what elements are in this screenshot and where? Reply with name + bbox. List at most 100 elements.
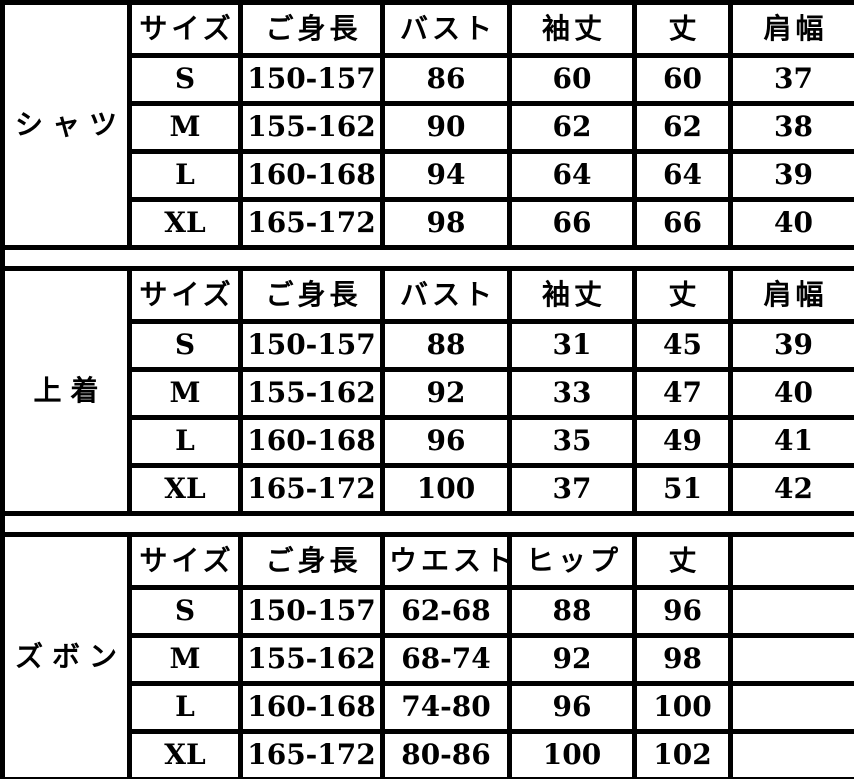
table-cell: 96 [632, 585, 733, 638]
table-cell: 42 [728, 463, 854, 516]
column-header-height: ご身長 [238, 0, 385, 58]
section-divider [0, 516, 854, 532]
table-cell: 92 [507, 633, 637, 686]
table-cell: 60 [507, 53, 637, 106]
table-cell: 40 [728, 197, 854, 250]
table-cell: 80-86 [380, 729, 512, 779]
table-cell: 37 [728, 53, 854, 106]
table-cell: 98 [632, 633, 733, 686]
table-cell: 160-168 [238, 415, 385, 468]
table-row: XL 165-172 98 66 66 40 [3, 197, 854, 250]
column-header-shoulder: 肩幅 [728, 266, 854, 324]
table-cell: 37 [507, 463, 637, 516]
table-cell: 96 [507, 681, 637, 734]
table-cell: 100 [380, 463, 512, 516]
table-cell: 88 [380, 319, 512, 372]
table-cell: 51 [632, 463, 733, 516]
table-cell: L [127, 149, 243, 202]
size-table-pants: ズボン サイズ ご身長 ウエスト ヒップ 丈 S 150-157 62-68 8… [0, 532, 854, 779]
table-cell: 98 [380, 197, 512, 250]
column-header-height: ご身長 [238, 532, 385, 590]
column-header-shoulder: 肩幅 [728, 0, 854, 58]
table-cell: 90 [380, 101, 512, 154]
table-cell: 150-157 [238, 585, 385, 638]
column-header-length: 丈 [632, 266, 733, 324]
size-table-jacket: 上着 サイズ ご身長 バスト 袖丈 丈 肩幅 S 150-157 88 31 4… [0, 266, 854, 516]
table-row: S 150-157 86 60 60 37 [3, 53, 854, 106]
table-cell: 62-68 [380, 585, 512, 638]
table-cell [728, 633, 854, 686]
section-divider [0, 250, 854, 266]
table-cell: 88 [507, 585, 637, 638]
table-cell: XL [127, 197, 243, 250]
table-cell: 64 [507, 149, 637, 202]
table-cell: 31 [507, 319, 637, 372]
table-cell [728, 681, 854, 734]
table-cell: 165-172 [238, 463, 385, 516]
table-cell: 68-74 [380, 633, 512, 686]
table-cell: M [127, 101, 243, 154]
category-label-jacket: 上着 [0, 266, 132, 516]
column-header-length: 丈 [632, 532, 733, 590]
table-row: L 160-168 94 64 64 39 [3, 149, 854, 202]
table-cell: S [127, 53, 243, 106]
table-cell: M [127, 633, 243, 686]
header-row: 上着 サイズ ご身長 バスト 袖丈 丈 肩幅 [0, 266, 854, 516]
table-cell: 100 [632, 681, 733, 734]
table-cell: 94 [380, 149, 512, 202]
column-header-size: サイズ [127, 266, 243, 324]
table-cell: 150-157 [238, 319, 385, 372]
size-table-shirt: シャツ サイズ ご身長 バスト 袖丈 丈 肩幅 S 150-157 86 60 … [0, 0, 854, 250]
table-cell: XL [127, 729, 243, 779]
table-cell: 35 [507, 415, 637, 468]
table-row: L 160-168 96 35 49 41 [3, 415, 854, 468]
table-cell: 96 [380, 415, 512, 468]
header-row: ズボン サイズ ご身長 ウエスト ヒップ 丈 [0, 532, 854, 779]
column-header-sleeve: 袖丈 [507, 0, 637, 58]
column-header-bust: バスト [380, 0, 512, 58]
column-header-hip: ヒップ [507, 532, 637, 590]
column-header-height: ご身長 [238, 266, 385, 324]
table-cell: 165-172 [238, 729, 385, 779]
table-cell: 150-157 [238, 53, 385, 106]
table-cell: 92 [380, 367, 512, 420]
table-cell: L [127, 415, 243, 468]
table-row: M 155-162 90 62 62 38 [3, 101, 854, 154]
table-cell: 49 [632, 415, 733, 468]
table-row: S 150-157 88 31 45 39 [3, 319, 854, 372]
table-row: S 150-157 62-68 88 96 [3, 585, 854, 638]
category-label-pants: ズボン [0, 532, 132, 779]
table-cell: 47 [632, 367, 733, 420]
table-row: M 155-162 68-74 92 98 [3, 633, 854, 686]
table-cell: 40 [728, 367, 854, 420]
table-cell: 45 [632, 319, 733, 372]
table-cell: 160-168 [238, 681, 385, 734]
table-cell: M [127, 367, 243, 420]
table-row: L 160-168 74-80 96 100 [3, 681, 854, 734]
table-cell: S [127, 319, 243, 372]
table-cell: 155-162 [238, 633, 385, 686]
table-row: XL 165-172 80-86 100 102 [3, 729, 854, 779]
table-cell: L [127, 681, 243, 734]
table-cell: S [127, 585, 243, 638]
table-cell: 62 [507, 101, 637, 154]
column-header-sleeve: 袖丈 [507, 266, 637, 324]
column-header-size: サイズ [127, 532, 243, 590]
table-cell: 62 [632, 101, 733, 154]
table-cell: 165-172 [238, 197, 385, 250]
column-header-size: サイズ [127, 0, 243, 58]
table-cell: 39 [728, 319, 854, 372]
table-cell: 41 [728, 415, 854, 468]
table-cell: 155-162 [238, 101, 385, 154]
table-cell [728, 585, 854, 638]
table-cell: XL [127, 463, 243, 516]
table-cell: 66 [507, 197, 637, 250]
table-cell: 60 [632, 53, 733, 106]
table-cell: 100 [507, 729, 637, 779]
column-header-empty [728, 532, 854, 590]
header-row: シャツ サイズ ご身長 バスト 袖丈 丈 肩幅 [0, 0, 854, 250]
column-header-waist: ウエスト [380, 532, 512, 590]
table-cell: 74-80 [380, 681, 512, 734]
table-row: XL 165-172 100 37 51 42 [3, 463, 854, 516]
